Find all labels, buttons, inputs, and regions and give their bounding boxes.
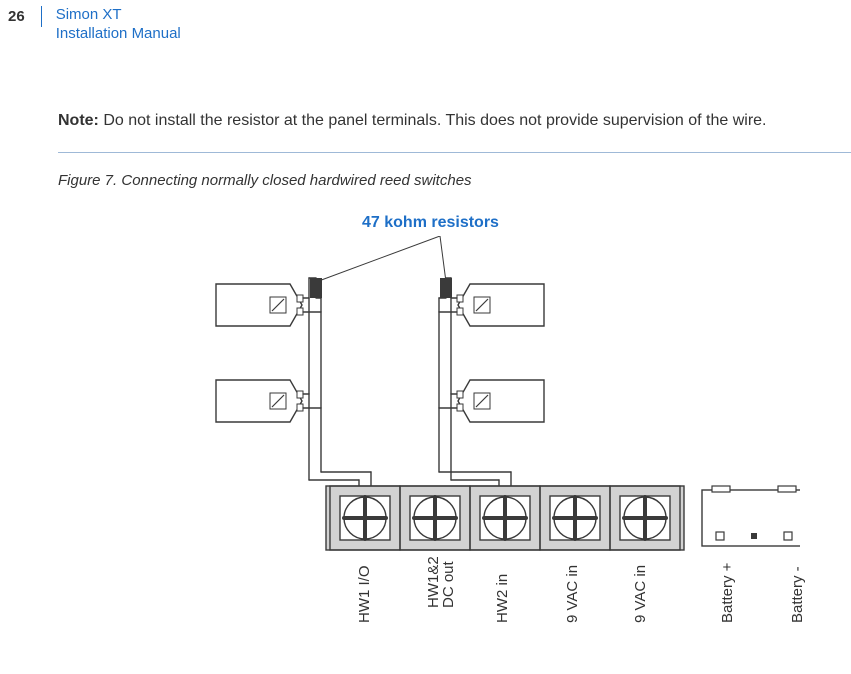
horizontal-rule xyxy=(58,152,851,153)
figure-legend: 47 kohm resistors xyxy=(362,214,499,232)
terminal-label: 9 VAC in xyxy=(564,565,581,623)
terminal-label: HW1&2DC out xyxy=(425,556,457,608)
terminal-label: 9 VAC in xyxy=(632,565,649,623)
terminal-label: HW1 I/O xyxy=(356,565,373,623)
page-number: 26 xyxy=(0,6,42,27)
doc-title-line1: Simon XT xyxy=(56,6,181,25)
terminal-label: Battery - xyxy=(789,566,806,623)
wiring-diagram: HW1 I/O HW1&2DC out HW2 in 9 VAC in 9 VAC in… xyxy=(140,236,800,656)
note-paragraph: Note: Do not install the resistor at the… xyxy=(58,112,767,130)
diagram-svg xyxy=(140,236,800,566)
terminal-label: Battery + xyxy=(719,563,736,623)
figure-caption: Figure 7. Connecting normally closed har… xyxy=(58,172,472,189)
note-label: Note: xyxy=(58,112,99,129)
doc-title: Simon XT Installation Manual xyxy=(42,6,181,44)
note-text: Do not install the resistor at the panel… xyxy=(99,112,767,129)
doc-title-line2: Installation Manual xyxy=(56,25,181,44)
terminal-label: HW2 in xyxy=(494,574,511,623)
page-header: 26 Simon XT Installation Manual xyxy=(0,6,181,44)
